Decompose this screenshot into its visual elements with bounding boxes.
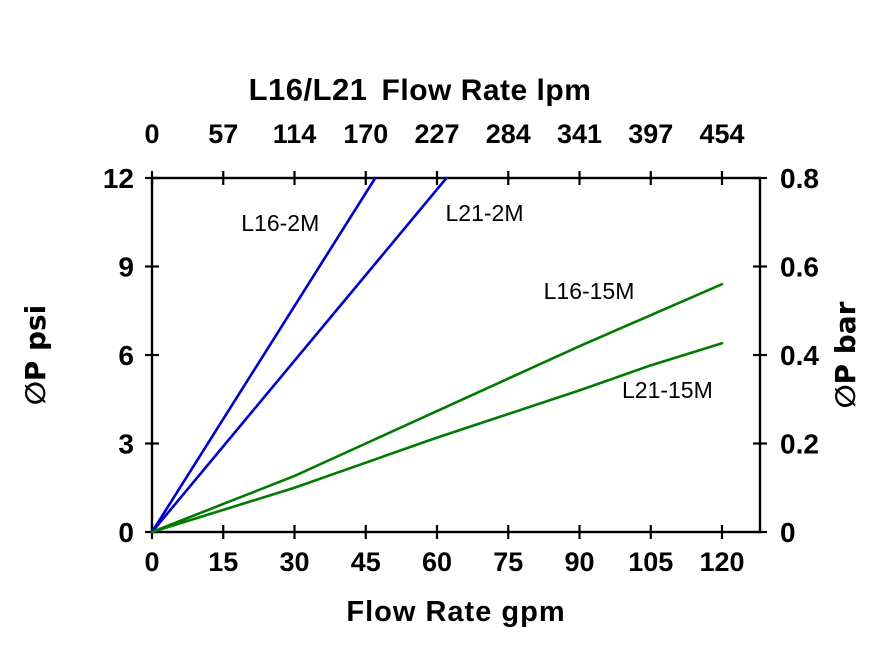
x-tick-label: 105: [628, 547, 673, 577]
y2-tick-label: 0.8: [780, 163, 819, 194]
y2-tick-label: 0: [780, 517, 796, 548]
y-tick-label: 12: [103, 163, 134, 194]
y2-tick-label: 0.2: [780, 429, 819, 460]
x-tick-label: 15: [208, 547, 238, 577]
series-line-L16-2M: [150, 176, 377, 534]
chart-title: L16/L21 Flow Rate lpm: [0, 72, 840, 108]
x2-tick-label: 284: [486, 119, 531, 149]
x-tick-label: 60: [422, 547, 452, 577]
series-line-L16-15M: [150, 282, 724, 534]
y-tick-label: 0: [118, 517, 134, 548]
chart-title-model: L16/L21: [248, 72, 368, 107]
x2-tick-label: 114: [273, 119, 317, 149]
chart-title-axis: Flow Rate lpm: [381, 74, 592, 107]
x-tick-label: 75: [493, 547, 523, 577]
x2-tick-label: 170: [343, 119, 388, 149]
x-tick-label: 30: [279, 547, 309, 577]
x-tick-label: 90: [564, 547, 594, 577]
x2-tick-label: 227: [414, 119, 459, 149]
series-line-L21-2M: [150, 176, 448, 534]
x-tick-label: 120: [699, 547, 744, 577]
series-label-L21-15M: L21-15M: [622, 377, 713, 403]
series-label-L16-2M: L16-2M: [241, 210, 319, 236]
y2-tick-label: 0.6: [780, 252, 819, 283]
y-tick-label: 3: [118, 429, 134, 460]
y-tick-label: 6: [118, 340, 134, 371]
x-tick-label: 45: [351, 547, 381, 577]
bottom-axis-title: Flow Rate gpm: [346, 596, 566, 628]
series-label-L21-2M: L21-2M: [446, 200, 524, 226]
x-tick-label: 0: [144, 547, 159, 577]
x2-tick-label: 341: [557, 119, 602, 149]
y2-tick-label: 0.4: [780, 340, 819, 371]
x2-tick-label: 0: [144, 119, 159, 149]
y-tick-label: 9: [118, 252, 134, 283]
x2-tick-label: 397: [628, 119, 673, 149]
series-line-L21-15M: [150, 341, 724, 534]
x2-tick-label: 57: [208, 119, 238, 149]
x2-tick-label: 454: [699, 119, 744, 149]
series-label-L16-15M: L16-15M: [544, 278, 635, 304]
